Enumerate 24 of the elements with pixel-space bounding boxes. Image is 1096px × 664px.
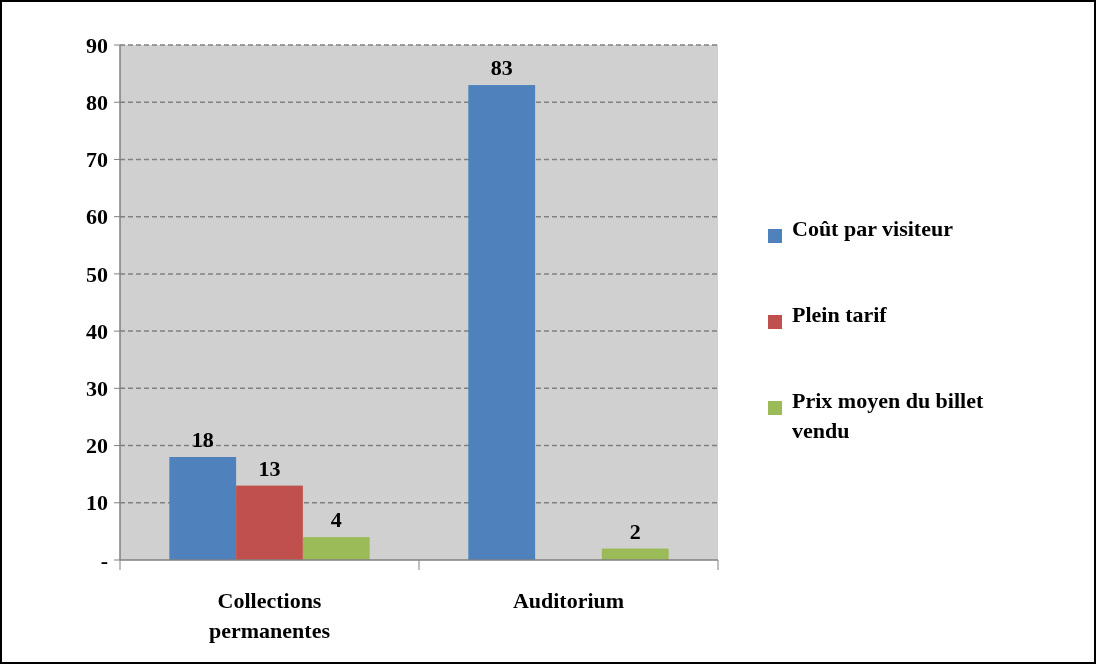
data-label: 13 xyxy=(258,455,281,481)
y-tick-label: 20 xyxy=(86,433,108,459)
bar xyxy=(236,485,303,560)
legend-label: Plein tarif xyxy=(792,302,888,327)
y-tick-label: 10 xyxy=(86,490,108,516)
y-tick-label: 50 xyxy=(86,261,108,287)
y-tick-label: 60 xyxy=(86,204,108,230)
bar xyxy=(468,85,536,560)
y-tick-label: 40 xyxy=(86,318,108,344)
data-label: 4 xyxy=(330,507,342,533)
y-tick-label: - xyxy=(100,547,108,573)
legend-label: Coût par visiteur xyxy=(792,216,954,241)
y-tick-label: 30 xyxy=(86,376,108,402)
bar xyxy=(302,537,370,560)
data-label: 83 xyxy=(490,55,513,81)
data-label: 2 xyxy=(629,518,641,544)
x-tick-label: Auditorium xyxy=(512,588,625,613)
y-tick-label: 90 xyxy=(86,32,108,58)
y-tick-label: 80 xyxy=(86,89,108,115)
legend-label: Prix moyen du billet vendu xyxy=(792,388,984,443)
x-tick-label: Collections permanentes xyxy=(209,588,331,643)
data-label: 18 xyxy=(191,427,214,452)
bar xyxy=(169,457,237,560)
y-tick-label: 70 xyxy=(86,147,108,173)
